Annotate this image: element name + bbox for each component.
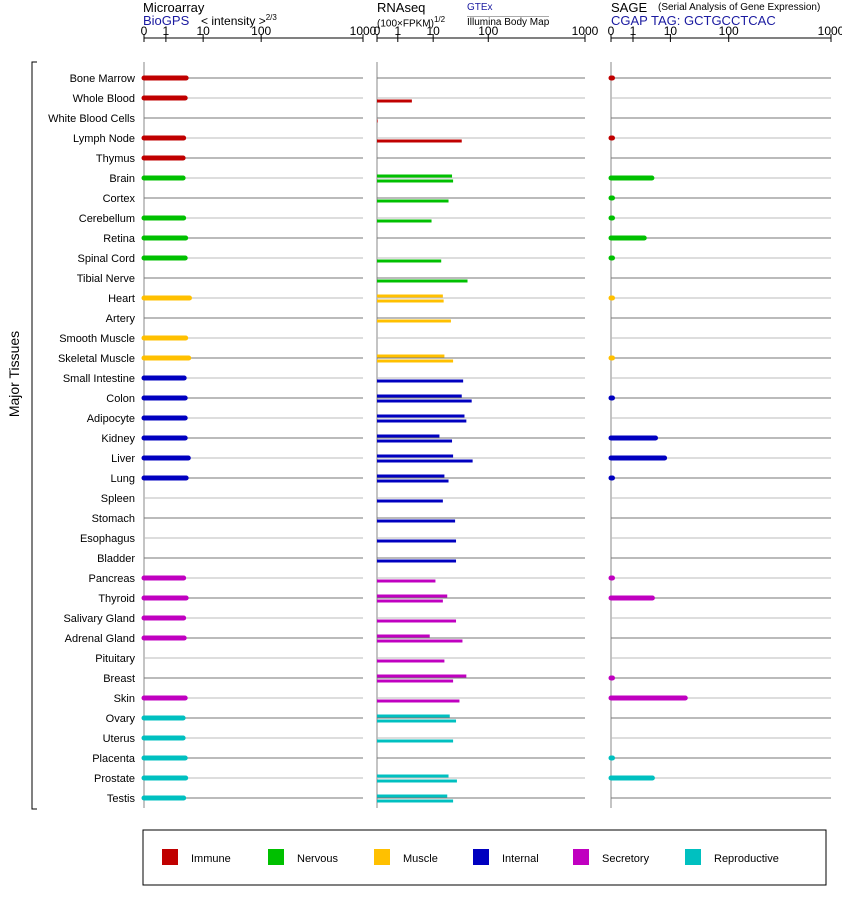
legend-swatch-reproductive — [685, 849, 701, 865]
tissue-label: Adipocyte — [87, 413, 135, 425]
sage-tick-label: 1 — [630, 24, 637, 38]
tissue-label: Heart — [108, 293, 135, 305]
rnaseq-units-text: (100×FPKM) — [377, 18, 434, 30]
tissue-label: Stomach — [92, 513, 135, 525]
legend-label-nervous: Nervous — [297, 853, 338, 865]
gtex-link[interactable]: GTEx — [467, 2, 493, 13]
legend-label-reproductive: Reproductive — [714, 853, 779, 865]
y-group-label: Major Tissues — [6, 331, 22, 417]
legend-label-immune: Immune — [191, 853, 231, 865]
tissue-label: Spinal Cord — [78, 253, 135, 265]
tissue-label: Pancreas — [89, 573, 136, 585]
major-tissues-bracket — [31, 61, 37, 810]
rnaseq-units: (100×FPKM)1/2 — [377, 15, 445, 29]
sage-source-line: CGAP TAG: GCTGCCTCAC — [611, 13, 776, 28]
legend-label-secretory: Secretory — [602, 853, 650, 865]
microarray-units-text: < intensity > — [201, 14, 266, 28]
legend-swatch-internal — [473, 849, 489, 865]
tissue-label: White Blood Cells — [48, 113, 135, 125]
legend-swatch-secretory — [573, 849, 589, 865]
legend-label-muscle: Muscle — [403, 853, 438, 865]
tissue-label: Small Intestine — [63, 373, 135, 385]
sage-tick-label: 10 — [664, 24, 678, 38]
sage-tag-value[interactable]: GCTGCCTCAC — [684, 13, 776, 28]
tissue-label: Tibial Nerve — [77, 273, 135, 285]
tissue-label: Retina — [103, 233, 136, 245]
tissue-label: Cerebellum — [79, 213, 135, 225]
tissue-label: Lung — [111, 473, 135, 485]
tissue-label: Prostate — [94, 773, 135, 785]
tissue-label: Cortex — [103, 193, 136, 205]
tissue-label: Liver — [111, 453, 135, 465]
legend-swatch-muscle — [374, 849, 390, 865]
tissue-label: Esophagus — [80, 533, 136, 545]
tissue-label: Smooth Muscle — [59, 333, 135, 345]
sage-tick-label: 100 — [719, 24, 739, 38]
tissue-label: Bladder — [97, 553, 135, 565]
tissue-label: Skin — [114, 693, 135, 705]
legend-swatch-immune — [162, 849, 178, 865]
tissue-label: Thyroid — [98, 593, 135, 605]
rnaseq-tick-label: 10 — [426, 24, 440, 38]
tissue-label: Kidney — [101, 433, 135, 445]
cgap-link[interactable]: CGAP — [611, 13, 648, 28]
sage-subtitle: (Serial Analysis of Gene Expression) — [658, 2, 821, 13]
tissue-label: Placenta — [92, 753, 136, 765]
tissue-label: Spleen — [101, 493, 135, 505]
tissue-label: Adrenal Gland — [65, 633, 135, 645]
rnaseq-tick-label: 1000 — [572, 24, 599, 38]
microarray-tick-label: 1000 — [350, 24, 377, 38]
microarray-tick-label: 100 — [251, 24, 271, 38]
legend-swatch-nervous — [268, 849, 284, 865]
sage-tick-label: 1000 — [818, 24, 842, 38]
microarray-tick-label: 10 — [196, 24, 210, 38]
microarray-units-exp: 2/3 — [265, 13, 277, 22]
illumina-body-map-label: Illumina Body Map — [467, 16, 550, 28]
microarray-source-link[interactable]: BioGPS — [143, 13, 190, 28]
rnaseq-tick-label: 1 — [394, 24, 401, 38]
rnaseq-title: RNAseq — [377, 0, 426, 15]
tissue-label: Testis — [107, 793, 136, 805]
sage-tick-label: 0 — [608, 24, 615, 38]
microarray-tick-label: 0 — [141, 24, 148, 38]
rnaseq-tick-label: 0 — [374, 24, 381, 38]
rnaseq-tick-label: 100 — [478, 24, 498, 38]
tissue-label: Breast — [103, 673, 135, 685]
microarray-title: Microarray — [143, 0, 205, 15]
tissue-label: Whole Blood — [73, 93, 135, 105]
rnaseq-units-exp: 1/2 — [433, 15, 446, 24]
sage-tag-label: TAG: — [651, 13, 681, 28]
tissue-label: Uterus — [103, 733, 136, 745]
tissue-label: Ovary — [106, 713, 136, 725]
tissue-label: Salivary Gland — [63, 613, 135, 625]
tissue-label: Lymph Node — [73, 133, 135, 145]
legend-label-internal: Internal — [502, 853, 539, 865]
microarray-units: < intensity >2/3 — [201, 13, 277, 28]
tissue-label: Brain — [109, 173, 135, 185]
tissue-label: Bone Marrow — [70, 73, 135, 85]
tissue-label: Artery — [106, 313, 136, 325]
tissue-label: Pituitary — [95, 653, 135, 665]
tissue-label: Colon — [106, 393, 135, 405]
sage-title: SAGE — [611, 0, 648, 15]
tissue-label: Skeletal Muscle — [58, 353, 135, 365]
tissue-label: Thymus — [96, 153, 136, 165]
microarray-tick-label: 1 — [163, 24, 170, 38]
